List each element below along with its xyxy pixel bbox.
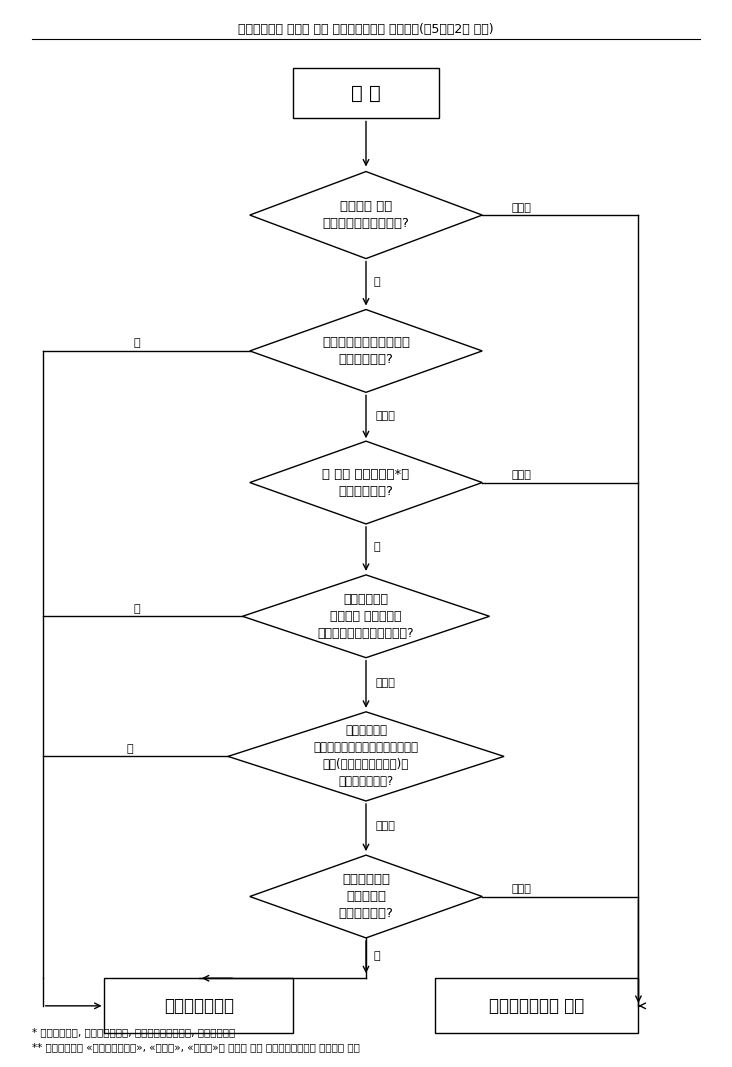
Text: 디지털기술이
의료기기 하드웨어의
제어구동에영향을미치는가?: 디지털기술이 의료기기 하드웨어의 제어구동에영향을미치는가? xyxy=(318,593,414,640)
Text: 아니오: 아니오 xyxy=(511,885,531,894)
Text: 네: 네 xyxy=(373,277,380,287)
Text: 디지털기술이
액세서리에
적용되었는가?: 디지털기술이 액세서리에 적용되었는가? xyxy=(339,873,393,920)
Text: 네: 네 xyxy=(134,604,141,614)
FancyBboxPatch shape xyxy=(105,978,294,1034)
Text: 그 밖에 디지털기술*이
적용되었는가?: 그 밖에 디지털기술*이 적용되었는가? xyxy=(322,467,410,497)
Text: 디지털의료기기: 디지털의료기기 xyxy=(164,997,234,1015)
Text: 아니오: 아니오 xyxy=(511,471,531,480)
Text: 네: 네 xyxy=(373,542,380,553)
Text: 독립형소프트웨어기술이
적용되었는가?: 독립형소프트웨어기술이 적용되었는가? xyxy=(322,336,410,366)
Text: 디지털기술이
내장형디지털의료기기소프트웨어
기능(데이터의분석처리)에
영향을미치는가?: 디지털기술이 내장형디지털의료기기소프트웨어 기능(데이터의분석처리)에 영향을… xyxy=(313,724,419,789)
Text: 아니오: 아니오 xyxy=(376,822,395,831)
Text: 네: 네 xyxy=(127,744,133,754)
Text: 의료기기 또는
체외진단의료기기인가?: 의료기기 또는 체외진단의료기기인가? xyxy=(323,201,409,230)
Text: 시 작: 시 작 xyxy=(351,83,381,102)
FancyBboxPatch shape xyxy=(435,978,638,1034)
Text: 아니오: 아니오 xyxy=(511,203,531,212)
Polygon shape xyxy=(250,855,482,938)
Text: 디지털의료기기 아님: 디지털의료기기 아님 xyxy=(489,997,584,1015)
Text: ** 디지털기술이 «전자안터페이스», «구성품», «인프라»에 적용된 경우 디지털의료기기에 해당하지 않음: ** 디지털기술이 «전자안터페이스», «구성품», «인프라»에 적용된 경… xyxy=(31,1042,359,1052)
Text: 아니오: 아니오 xyxy=(376,679,395,688)
Polygon shape xyxy=(242,575,490,657)
Text: 네: 네 xyxy=(373,951,380,961)
Text: * 인공지능기술, 지능형로봇기술, 초고성능컴퓨팅기술, 가상융합기술: * 인공지능기술, 지능형로봇기술, 초고성능컴퓨팅기술, 가상융합기술 xyxy=(31,1028,235,1037)
Polygon shape xyxy=(250,309,482,393)
Text: 아니오: 아니오 xyxy=(376,411,395,420)
Polygon shape xyxy=(250,441,482,524)
Polygon shape xyxy=(228,712,504,801)
Polygon shape xyxy=(250,172,482,258)
Text: 네: 네 xyxy=(134,338,141,349)
Text: 디지털기술의 적용에 따른 디지털의료기기 판단기준(제5조제2항 관련): 디지털기술의 적용에 따른 디지털의료기기 판단기준(제5조제2항 관련) xyxy=(238,22,494,36)
FancyBboxPatch shape xyxy=(294,67,438,118)
